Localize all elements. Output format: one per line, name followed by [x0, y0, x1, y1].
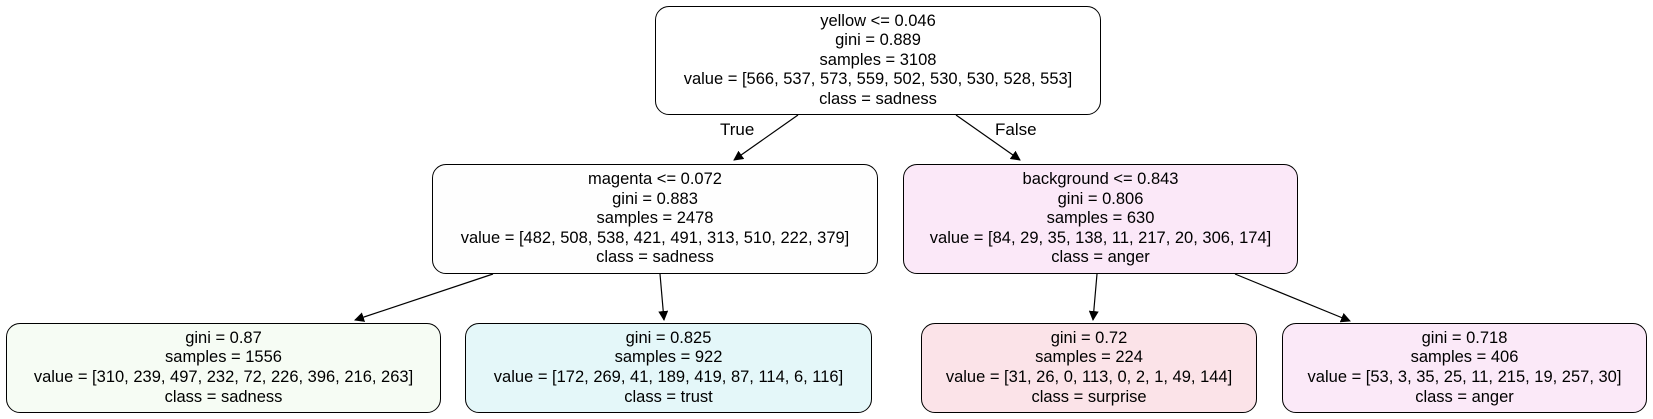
node-gini: gini = 0.72: [1050, 328, 1128, 347]
node-gini: gini = 0.87: [185, 328, 262, 347]
node-samples: samples = 2478: [596, 209, 714, 228]
node-value: value = [84, 29, 35, 138, 11, 217, 20, 3…: [929, 228, 1272, 247]
node-gini: gini = 0.889: [835, 31, 921, 50]
edge-right-to-right-right: [1234, 273, 1351, 323]
edge-left-to-left-left: [354, 273, 494, 322]
tree-node-left: magenta <= 0.072 gini = 0.883 samples = …: [432, 164, 878, 274]
node-value: value = [31, 26, 0, 113, 0, 2, 1, 49, 14…: [945, 368, 1233, 386]
node-value: value = [53, 3, 35, 25, 11, 215, 19, 257…: [1307, 368, 1622, 386]
node-samples: samples = 1556: [165, 348, 282, 367]
edge-label-false: False: [995, 120, 1037, 139]
edge-root-to-left: [733, 114, 799, 161]
node-class: class = trust: [624, 387, 713, 406]
tree-leaf-left-right: gini = 0.825 samples = 922 value = [172,…: [465, 323, 872, 413]
node-samples: samples = 630: [1046, 209, 1155, 228]
edge-right-to-right-left: [1088, 273, 1099, 321]
tree-node-right: background <= 0.843 gini = 0.806 samples…: [903, 164, 1298, 274]
node-split: yellow <= 0.046: [820, 11, 936, 30]
node-split: background <= 0.843: [1022, 170, 1179, 189]
node-value: value = [310, 239, 497, 232, 72, 226, 39…: [33, 368, 414, 386]
node-split: magenta <= 0.072: [588, 170, 722, 189]
tree-node-root: yellow <= 0.046 gini = 0.889 samples = 3…: [655, 6, 1101, 115]
node-class: class = sadness: [596, 248, 714, 267]
node-value: value = [172, 269, 41, 189, 419, 87, 114…: [493, 368, 844, 386]
edge-root-to-right: [955, 114, 1021, 161]
node-gini: gini = 0.806: [1057, 189, 1144, 208]
node-class: class = sadness: [819, 89, 937, 108]
tree-leaf-left-left: gini = 0.87 samples = 1556 value = [310,…: [6, 323, 441, 413]
node-class: class = anger: [1415, 387, 1514, 406]
node-class: class = sadness: [164, 387, 283, 406]
node-class: class = anger: [1051, 248, 1150, 267]
node-gini: gini = 0.718: [1421, 328, 1508, 347]
node-samples: samples = 3108: [819, 50, 937, 69]
edge-left-to-left-right: [658, 273, 669, 321]
node-class: class = surprise: [1031, 387, 1147, 406]
edge-label-true: True: [720, 120, 755, 139]
tree-leaf-right-right: gini = 0.718 samples = 406 value = [53, …: [1282, 323, 1647, 413]
node-gini: gini = 0.883: [612, 189, 698, 208]
node-value: value = [566, 537, 573, 559, 502, 530, 5…: [683, 70, 1073, 89]
node-gini: gini = 0.825: [625, 328, 712, 347]
node-value: value = [482, 508, 538, 421, 491, 313, 5…: [460, 228, 850, 247]
node-samples: samples = 406: [1410, 348, 1519, 367]
node-samples: samples = 224: [1035, 348, 1143, 367]
node-samples: samples = 922: [614, 348, 723, 367]
tree-leaf-right-left: gini = 0.72 samples = 224 value = [31, 2…: [921, 323, 1257, 413]
